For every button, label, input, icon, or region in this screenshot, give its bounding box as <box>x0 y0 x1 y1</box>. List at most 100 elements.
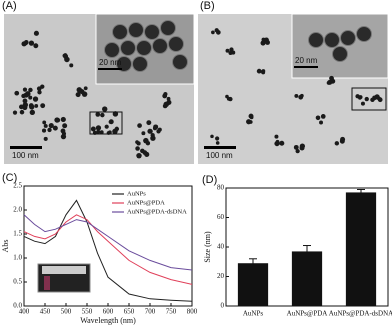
particle <box>108 120 113 124</box>
particle <box>157 127 162 132</box>
particle <box>14 90 20 96</box>
particle <box>69 63 74 68</box>
particle <box>28 87 33 93</box>
particle <box>148 129 153 134</box>
particle <box>214 28 219 33</box>
panel-label: (A) <box>2 0 17 12</box>
particle <box>150 135 156 141</box>
particle <box>28 40 35 46</box>
scale-bar <box>204 146 236 149</box>
particle <box>62 123 68 129</box>
particle <box>376 96 381 101</box>
particle <box>225 48 230 53</box>
particle <box>95 112 101 117</box>
particle <box>22 102 29 108</box>
particle <box>293 144 299 150</box>
particle <box>102 106 108 112</box>
particle <box>308 32 324 48</box>
bar <box>237 263 269 306</box>
particle <box>226 96 231 101</box>
particle <box>33 30 39 36</box>
particle <box>135 146 140 151</box>
particle <box>104 42 120 58</box>
particle <box>299 145 305 151</box>
particle <box>295 149 300 154</box>
particle <box>104 124 109 129</box>
particle <box>21 93 26 99</box>
particle <box>334 141 340 146</box>
particle <box>324 32 340 48</box>
photo-detail <box>44 276 50 290</box>
particle <box>146 120 152 126</box>
particle <box>360 101 365 106</box>
particle <box>32 96 39 102</box>
particle <box>358 96 362 100</box>
particles <box>12 20 383 159</box>
particle <box>22 87 28 92</box>
panel-label: (B) <box>200 0 215 12</box>
particle <box>47 127 52 133</box>
particle <box>340 136 346 142</box>
line <box>23 214 193 285</box>
scale-bar-label: 100 nm <box>12 151 39 160</box>
particle <box>29 109 35 116</box>
particle <box>19 109 25 115</box>
particle <box>246 119 252 125</box>
particle <box>248 113 254 119</box>
y-tick-label: 1.5 <box>13 230 22 238</box>
particle <box>300 93 304 98</box>
particle <box>75 92 81 98</box>
bar <box>291 251 323 306</box>
particle <box>25 91 31 97</box>
x-axis-label: Wavelength (nm) <box>80 316 136 325</box>
scale-bar <box>294 66 318 68</box>
line <box>23 214 193 271</box>
particle <box>83 86 88 91</box>
particle <box>116 56 132 72</box>
y-tick-label: 80 <box>217 184 225 192</box>
x-tick-label: 650 <box>124 308 135 316</box>
y-tick-label: 0 <box>221 302 225 310</box>
particle <box>144 24 160 40</box>
scale-bar-label: 20 nm <box>99 58 122 67</box>
y-tick-label: 2.0 <box>13 206 22 214</box>
photo-detail <box>42 266 86 274</box>
particle <box>172 54 188 70</box>
particle <box>320 114 326 119</box>
particle <box>364 96 369 102</box>
particle <box>64 56 70 63</box>
particle <box>12 110 18 115</box>
y-tick-label: 0.5 <box>13 278 22 286</box>
particle <box>265 40 270 45</box>
particle <box>168 36 184 52</box>
particle <box>120 40 136 56</box>
particle <box>279 140 285 146</box>
particle <box>141 131 146 136</box>
particle <box>29 104 35 110</box>
particle <box>112 24 128 40</box>
zoom-box <box>351 87 387 111</box>
particle <box>215 141 220 145</box>
panel-label: (D) <box>202 174 217 186</box>
particle <box>163 92 168 97</box>
particle <box>210 134 214 139</box>
panel-label: (C) <box>2 172 17 184</box>
particle <box>40 103 46 109</box>
scale-bar <box>98 68 122 70</box>
particle <box>211 30 215 35</box>
x-tick-label: AuNPs <box>243 310 264 318</box>
x-tick-label: 700 <box>145 308 156 316</box>
particle <box>136 152 142 159</box>
particle <box>294 93 299 98</box>
particle <box>28 95 33 100</box>
particle <box>21 41 27 47</box>
y-tick-label: 20 <box>217 272 225 280</box>
particle <box>90 126 96 132</box>
particle <box>132 56 148 72</box>
particle <box>153 124 159 130</box>
legend-label: AuNPs@PDA-dsDNA <box>127 208 187 215</box>
scale-bar-label: 20 nm <box>295 56 318 65</box>
zoom-box <box>89 111 123 135</box>
particle <box>260 40 266 46</box>
